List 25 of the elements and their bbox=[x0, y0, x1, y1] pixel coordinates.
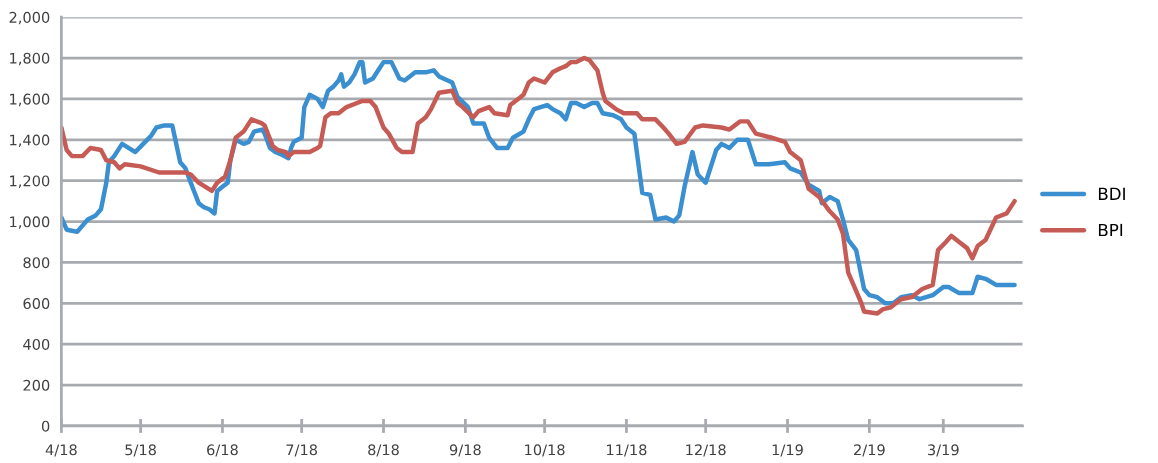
y-tick-label: 1,400 bbox=[10, 134, 50, 148]
x-tick-label: 10/18 bbox=[525, 444, 565, 457]
x-tick-label: 6/18 bbox=[207, 444, 238, 457]
legend-label: BDI bbox=[1098, 187, 1125, 200]
y-tick-label: 800 bbox=[23, 257, 50, 269]
x-tick-label: 1/19 bbox=[772, 444, 803, 457]
x-tick-label: 11/18 bbox=[607, 444, 647, 457]
x-tick-label: 4/18 bbox=[45, 444, 77, 457]
y-tick-label: 1,000 bbox=[10, 216, 50, 229]
y-tick-label: 1,600 bbox=[10, 93, 50, 107]
x-tick-label: 3/19 bbox=[928, 444, 959, 457]
y-tick-label: 1,800 bbox=[10, 52, 50, 66]
y-tick-label: 400 bbox=[23, 338, 50, 350]
y-tick-label: 600 bbox=[23, 298, 50, 310]
x-tick-label: 8/18 bbox=[368, 444, 399, 457]
y-tick-label: 200 bbox=[23, 379, 50, 391]
y-tick-label: 0 bbox=[41, 420, 50, 432]
y-tick-label: 2,000 bbox=[9, 11, 50, 25]
legend-label: BPI bbox=[1098, 223, 1123, 237]
x-tick-label: 5/18 bbox=[125, 444, 156, 457]
x-tick-label: 12/18 bbox=[686, 444, 726, 457]
x-tick-label: 7/18 bbox=[286, 444, 318, 457]
y-tick-label: 1,200 bbox=[10, 175, 50, 188]
x-tick-label: 2/19 bbox=[854, 444, 885, 457]
x-tick-label: 9/18 bbox=[449, 444, 481, 457]
